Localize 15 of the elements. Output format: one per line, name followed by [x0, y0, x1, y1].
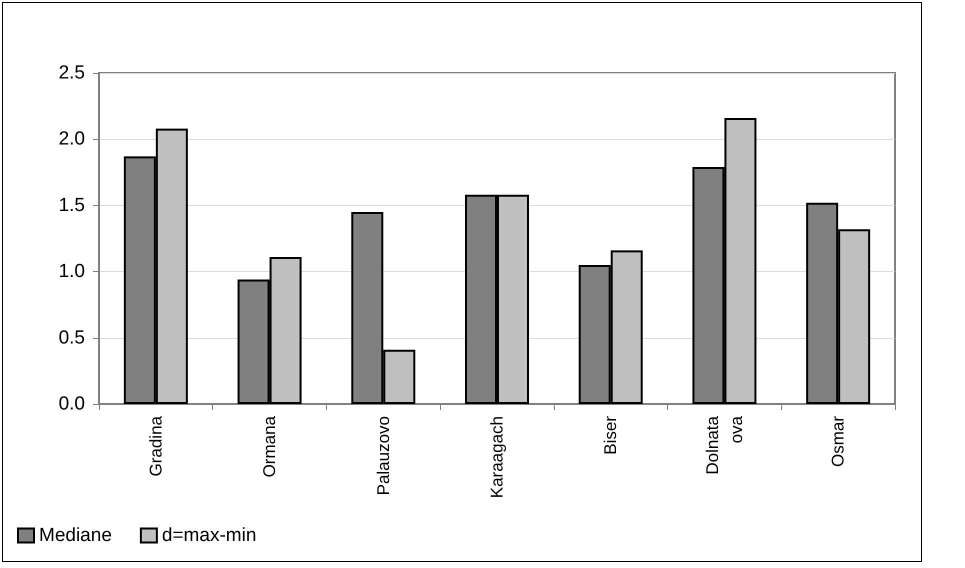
y-tick-label: 1.0	[58, 261, 85, 282]
legend-label: d=max-min	[162, 525, 256, 546]
y-tick-label: 2.0	[58, 128, 85, 150]
x-tick-label: Palauzovo	[374, 416, 393, 496]
y-tick-label: 1.5	[58, 194, 85, 216]
x-tick-label: Osmar	[828, 416, 848, 467]
x-tick-label: Dolnata ova	[702, 415, 746, 475]
y-tick-label: 2.5	[58, 62, 85, 84]
y-tick-label: 0.5	[58, 327, 85, 348]
x-tick-label: Biser	[601, 416, 620, 455]
x-tick-label: Karaagach	[488, 416, 506, 498]
x-tick-label: Ormana	[260, 415, 280, 478]
x-tick-label: Gradina	[146, 415, 166, 476]
legend-label: Mediane	[39, 525, 112, 546]
y-tick-label: 0.0	[58, 394, 85, 414]
